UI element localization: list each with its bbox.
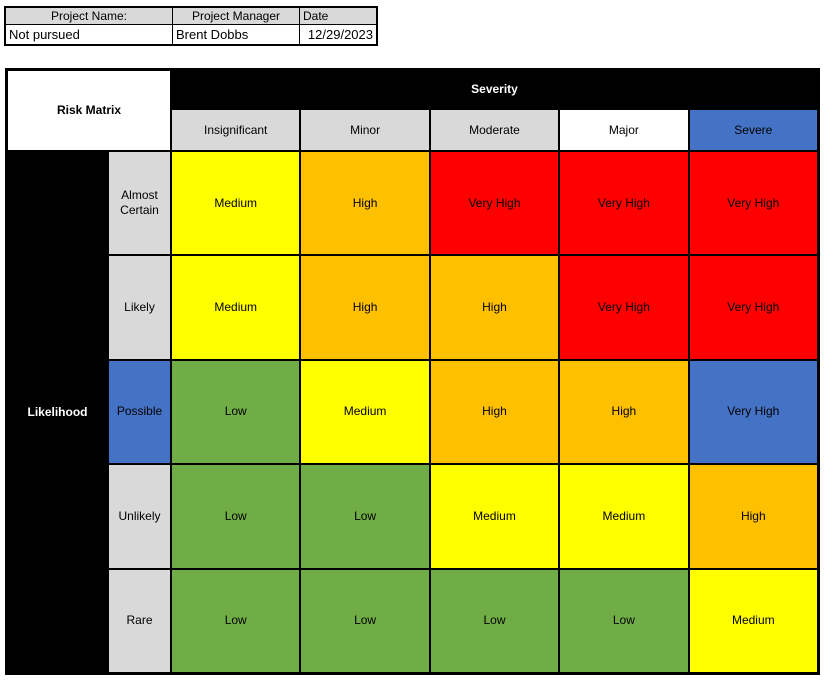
risk-cell-unlikely-moderate[interactable]: Medium (430, 465, 559, 568)
risk-cell-rare-minor[interactable]: Low (301, 569, 429, 672)
risk-cell-possible-moderate[interactable]: High (430, 360, 559, 464)
risk-cell-likely-insignificant[interactable]: Medium (172, 256, 300, 359)
risk-cell-possible-minor[interactable]: Medium (301, 360, 429, 464)
likelihood-level-unlikely[interactable]: Unlikely (109, 465, 170, 568)
risk-cell-rare-severe[interactable]: Medium (689, 569, 817, 672)
risk-cell-likely-minor[interactable]: High (301, 256, 429, 359)
likelihood-level-possible[interactable]: Possible (109, 360, 170, 464)
risk-cell-unlikely-severe[interactable]: High (689, 465, 817, 568)
risk-cell-almost-certain-moderate[interactable]: Very High (430, 152, 559, 255)
risk-cell-almost-certain-major[interactable]: Very High (560, 152, 688, 255)
risk-cell-possible-major[interactable]: High (560, 360, 688, 464)
risk-cell-almost-certain-severe[interactable]: Very High (689, 152, 817, 255)
risk-cell-likely-major[interactable]: Very High (560, 256, 688, 359)
risk-cell-unlikely-major[interactable]: Medium (560, 465, 688, 568)
risk-cell-rare-insignificant[interactable]: Low (172, 569, 300, 672)
project-info-value-row: Not pursued Brent Dobbs 12/29/2023 (4, 24, 378, 46)
severity-level-minor[interactable]: Minor (301, 110, 429, 150)
likelihood-level-likely[interactable]: Likely (109, 256, 170, 359)
risk-cell-almost-certain-insignificant[interactable]: Medium (172, 152, 300, 255)
severity-level-severe[interactable]: Severe (689, 110, 817, 150)
risk-cell-likely-severe[interactable]: Very High (689, 256, 817, 359)
risk-cell-likely-moderate[interactable]: High (430, 256, 559, 359)
risk-cell-unlikely-minor[interactable]: Low (301, 465, 429, 568)
risk-cell-possible-severe[interactable]: Very High (689, 360, 817, 464)
likelihood-level-rare[interactable]: Rare (109, 569, 170, 672)
likelihood-level-almost-certain[interactable]: Almost Certain (109, 152, 170, 255)
date-value-cell[interactable]: 12/29/2023 (299, 24, 378, 46)
project-info-table: Project Name: Project Manager Date Not p… (4, 6, 378, 46)
severity-level-moderate[interactable]: Moderate (430, 110, 559, 150)
project-name-header-cell[interactable]: Project Name: (4, 6, 173, 25)
risk-cell-possible-insignificant[interactable]: Low (172, 360, 300, 464)
risk-matrix-title: Risk Matrix (8, 71, 170, 150)
severity-axis-header: Severity (172, 71, 817, 108)
risk-matrix: Risk Matrix Severity Likelihood Insignif… (5, 68, 820, 675)
project-manager-value-cell[interactable]: Brent Dobbs (172, 24, 300, 46)
risk-cell-almost-certain-minor[interactable]: High (301, 152, 429, 255)
project-name-value-cell[interactable]: Not pursued (4, 24, 173, 46)
project-manager-header-cell[interactable]: Project Manager (172, 6, 300, 25)
risk-cell-unlikely-insignificant[interactable]: Low (172, 465, 300, 568)
severity-level-major[interactable]: Major (560, 110, 688, 150)
date-header-cell[interactable]: Date (299, 6, 378, 25)
severity-level-insignificant[interactable]: Insignificant (172, 110, 300, 150)
risk-cell-rare-moderate[interactable]: Low (430, 569, 559, 672)
project-info-header-row: Project Name: Project Manager Date (4, 6, 378, 25)
likelihood-axis-header: Likelihood (8, 152, 107, 672)
risk-cell-rare-major[interactable]: Low (560, 569, 688, 672)
